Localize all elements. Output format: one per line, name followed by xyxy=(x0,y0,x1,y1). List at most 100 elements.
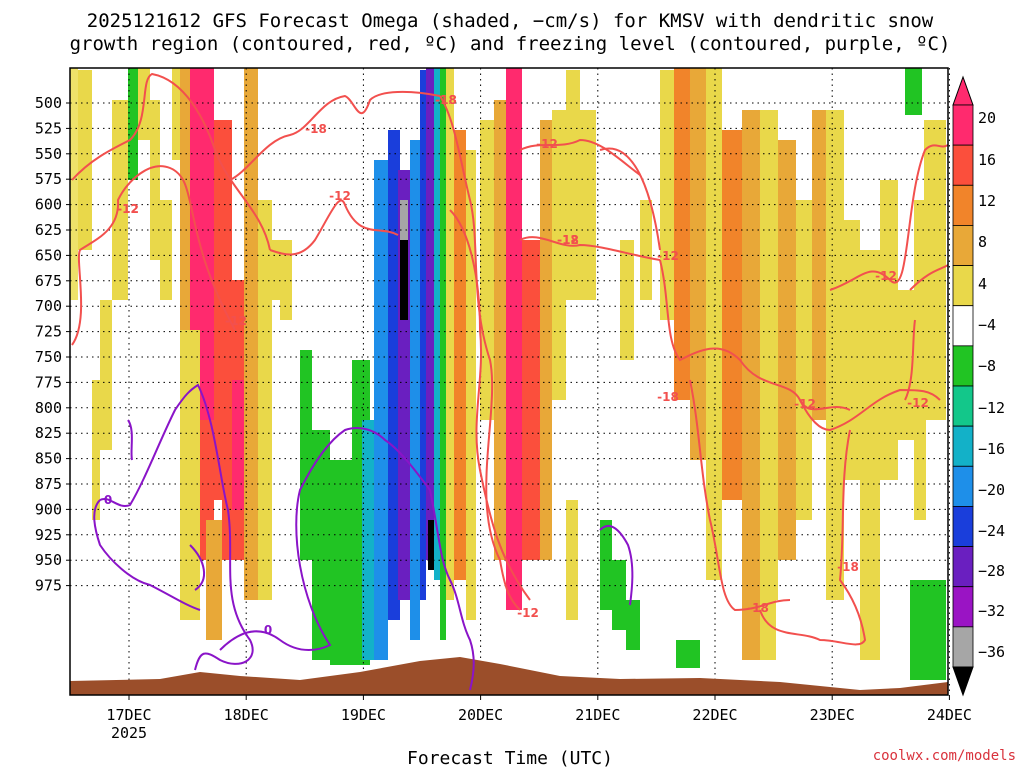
colorbar-top-arrow xyxy=(952,75,974,106)
shade-cell xyxy=(880,180,898,480)
shade-cell xyxy=(420,70,426,600)
y-tick-label: 875 xyxy=(35,475,62,493)
x-tick-label: 22DEC xyxy=(692,706,737,724)
colorbar-swatch xyxy=(952,305,974,347)
colorbar-swatch xyxy=(952,144,974,186)
freezing-contour xyxy=(93,499,201,611)
shade-cell xyxy=(206,520,222,640)
dendritic-contour-label: -12 xyxy=(557,233,579,247)
omega-shading xyxy=(70,68,946,680)
dendritic-contour-label: -12 xyxy=(225,314,247,328)
dendritic-contour xyxy=(904,319,916,401)
y-tick-label: 675 xyxy=(35,272,62,290)
shade-cell xyxy=(522,240,540,560)
y-tick-label: 825 xyxy=(35,424,62,442)
shade-cell xyxy=(100,300,112,450)
colorbar-swatch xyxy=(952,465,974,507)
dendritic-contour-label: -18 xyxy=(837,560,859,574)
colorbar-swatch xyxy=(952,345,974,387)
shade-cell xyxy=(400,230,408,320)
shade-cell xyxy=(552,110,566,400)
y-tick-label: 900 xyxy=(35,500,62,518)
shade-cell xyxy=(898,290,914,440)
shade-cell xyxy=(428,520,434,570)
colorbar-label: 20 xyxy=(978,109,996,127)
shade-cell xyxy=(812,110,826,420)
dendritic-contour xyxy=(799,388,941,432)
colorbar-swatch xyxy=(952,104,974,146)
shade-cell xyxy=(172,68,180,160)
colorbar-swatch xyxy=(952,546,974,588)
shade-cell xyxy=(426,68,434,560)
shade-cell xyxy=(676,640,700,668)
y-tick-label: 850 xyxy=(35,450,62,468)
dendritic-contour xyxy=(599,147,661,251)
colorbar-swatch xyxy=(952,506,974,547)
shade-cell xyxy=(674,68,690,400)
y-tick-label: 600 xyxy=(35,196,62,214)
shade-cell xyxy=(778,140,796,560)
dendritic-contour xyxy=(689,379,791,612)
shade-cell xyxy=(128,68,138,180)
contour-labels: -18-12-12-18-12-12-18-12-18 -12-18-12-18-… xyxy=(104,93,929,637)
x-tick-label: 21DEC xyxy=(575,706,620,724)
shade-cell xyxy=(466,150,476,620)
credit-text: coolwx.com/models xyxy=(873,748,1016,764)
dendritic-contour-label: -12 xyxy=(794,397,816,411)
colorbar-swatch xyxy=(952,626,974,668)
dendritic-contour-label: -12 xyxy=(225,314,247,328)
y-tick-label: 500 xyxy=(35,94,62,112)
shade-cell xyxy=(612,560,626,630)
x-tick-label: 24DEC xyxy=(927,706,972,724)
dendritic-contour-label: -18 xyxy=(557,233,579,247)
y-tick-label: 575 xyxy=(35,170,62,188)
colorbar-label: −16 xyxy=(978,440,1005,458)
x-tick-label: 20DEC xyxy=(458,706,503,724)
y-tick-label: 625 xyxy=(35,221,62,239)
colorbar-label: −4 xyxy=(978,316,996,334)
dendritic-contour-label: -12 xyxy=(117,202,139,216)
chart-title-line1: 2025121612 GFS Forecast Omega (shaded, −… xyxy=(87,10,934,32)
shade-cell xyxy=(760,110,778,600)
shade-cell xyxy=(860,250,880,660)
shade-cell xyxy=(446,68,454,600)
dendritic-contour xyxy=(759,429,867,646)
shade-cell xyxy=(410,140,420,640)
shade-cell xyxy=(706,68,722,580)
shade-cell xyxy=(180,330,200,620)
shade-cell xyxy=(660,70,674,320)
x-axis-label: Forecast Time (UTC) xyxy=(407,748,613,768)
shade-cell xyxy=(905,68,922,115)
dendritic-contour xyxy=(439,95,521,611)
y-tick-label: 950 xyxy=(35,551,62,569)
freezing-contour-label: 0 xyxy=(264,623,272,637)
y-tick-label: 550 xyxy=(35,145,62,163)
shade-cell xyxy=(78,70,92,250)
dendritic-contour xyxy=(71,72,271,251)
shade-cell xyxy=(454,130,466,580)
x-axis-ticks: 17DEC 18DEC 19DEC 20DEC 21DEC 22DEC 23DEC 24DEC xyxy=(106,695,972,724)
x-tick-label: 17DEC xyxy=(106,706,151,724)
shade-cell xyxy=(626,600,640,650)
shade-cell xyxy=(180,68,190,330)
dendritic-contour xyxy=(519,138,641,176)
chart-title-line2: growth region (contoured, red, ºC) and f… xyxy=(70,33,951,55)
shade-cell xyxy=(910,580,946,680)
terrain-fill xyxy=(70,657,948,695)
shade-cell xyxy=(440,68,446,640)
dendritic-contour-label: -18 xyxy=(435,93,457,107)
x-tick-label: 18DEC xyxy=(224,706,269,724)
shade-cell xyxy=(722,130,742,500)
shade-cell xyxy=(330,460,352,665)
shade-cell xyxy=(244,68,258,600)
colorbar-swatch xyxy=(952,586,974,628)
colorbar-swatch xyxy=(952,425,974,467)
y-tick-label: 650 xyxy=(35,246,62,264)
colorbar-swatch xyxy=(952,184,974,226)
contours xyxy=(71,72,948,691)
shade-cell xyxy=(232,380,244,510)
colorbar: 20 16 12 8 4 −4 −8 −12 −16 −20 −24 −28 −32 −36 xyxy=(952,75,1005,697)
dendritic-contour xyxy=(449,209,531,601)
terrain-profile xyxy=(70,657,948,695)
